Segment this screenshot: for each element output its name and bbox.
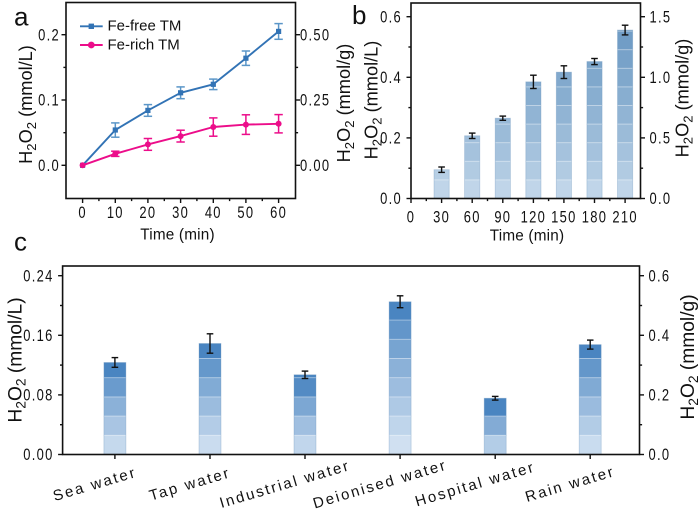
svg-text:1.0: 1.0 (650, 70, 672, 88)
svg-text:Fe-rich TM: Fe-rich TM (108, 37, 180, 54)
svg-text:Fe-free TM: Fe-free TM (108, 18, 182, 35)
svg-text:20: 20 (139, 205, 156, 223)
svg-text:0.1: 0.1 (38, 92, 60, 110)
svg-text:150: 150 (551, 209, 576, 227)
svg-text:0.16: 0.16 (23, 328, 53, 346)
svg-text:0.24: 0.24 (23, 268, 53, 286)
svg-text:H2O2 (mmol/g): H2O2 (mmol/g) (673, 39, 696, 158)
svg-text:0.50: 0.50 (300, 27, 330, 45)
svg-text:0.25: 0.25 (300, 92, 330, 110)
svg-text:H2O2 (mmol/L): H2O2 (mmol/L) (362, 41, 385, 160)
svg-text:H2O2 (mmol/g): H2O2 (mmol/g) (334, 44, 357, 163)
svg-text:Time (min): Time (min) (140, 227, 215, 244)
svg-text:c: c (14, 227, 27, 257)
svg-text:40: 40 (205, 205, 222, 223)
svg-text:0.08: 0.08 (23, 387, 53, 405)
svg-text:1.5: 1.5 (650, 9, 672, 27)
svg-text:180: 180 (582, 209, 607, 227)
svg-text:10: 10 (107, 205, 124, 223)
svg-text:H2O2 (mmol/g): H2O2 (mmol/g) (678, 294, 700, 419)
svg-text:Time (min): Time (min) (490, 228, 565, 245)
svg-text:120: 120 (521, 209, 546, 227)
svg-text:0.0: 0.0 (650, 191, 672, 209)
svg-text:a: a (14, 2, 29, 32)
svg-text:0: 0 (407, 209, 415, 227)
svg-text:H2O2 (mmol/L): H2O2 (mmol/L) (16, 45, 39, 164)
svg-text:60: 60 (270, 205, 287, 223)
svg-text:0.2: 0.2 (649, 387, 671, 405)
svg-text:0.2: 0.2 (380, 130, 402, 148)
svg-text:30: 30 (172, 205, 189, 223)
svg-text:0.4: 0.4 (380, 70, 402, 88)
svg-text:H2O2 (mmol/L): H2O2 (mmol/L) (6, 297, 29, 422)
svg-text:b: b (352, 0, 366, 30)
svg-text:0.0: 0.0 (38, 158, 60, 176)
svg-text:0.2: 0.2 (38, 27, 60, 45)
svg-text:0.0: 0.0 (649, 447, 671, 465)
svg-text:0.6: 0.6 (380, 9, 402, 27)
svg-text:0.5: 0.5 (650, 130, 672, 148)
svg-text:0: 0 (78, 205, 86, 223)
svg-text:30: 30 (433, 209, 450, 227)
svg-text:0.00: 0.00 (23, 447, 53, 465)
svg-text:50: 50 (237, 205, 254, 223)
svg-text:60: 60 (464, 209, 481, 227)
svg-text:0.00: 0.00 (300, 158, 330, 176)
svg-text:0.6: 0.6 (649, 268, 671, 286)
svg-text:0.0: 0.0 (380, 191, 402, 209)
svg-text:0.4: 0.4 (649, 328, 671, 346)
svg-text:90: 90 (494, 209, 511, 227)
svg-text:210: 210 (612, 209, 637, 227)
